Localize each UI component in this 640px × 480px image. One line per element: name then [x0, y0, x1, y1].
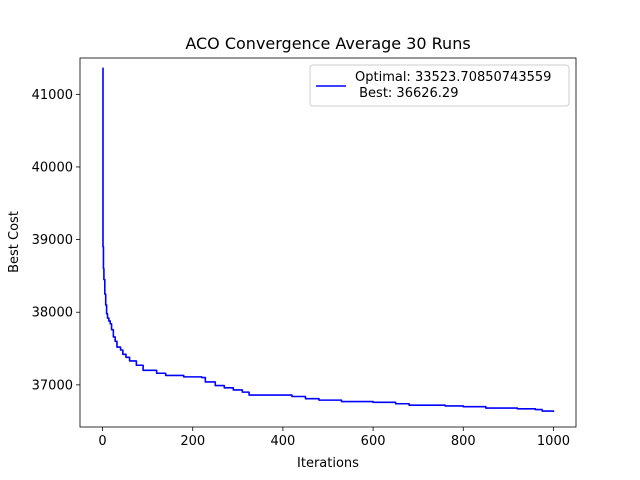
- plot-background: [80, 58, 576, 427]
- y-axis-ticks: 37000 38000 39000 40000 41000: [32, 88, 80, 393]
- plot-frame: [79, 57, 577, 428]
- legend-box: [309, 64, 570, 107]
- y-tick-label: 38000: [32, 306, 73, 321]
- x-tick-label: 800: [451, 434, 476, 449]
- x-axis-label: Iterations: [297, 456, 359, 471]
- y-tick-label: 37000: [32, 378, 73, 393]
- y-axis-label: Best Cost: [7, 211, 22, 273]
- x-tick-label: 1000: [537, 434, 570, 449]
- y-tick-label: 41000: [32, 88, 73, 103]
- x-axis-ticks: 0 200 400 600 800 1000: [98, 427, 570, 449]
- series-line: [102, 67, 555, 413]
- legend-label-best: Best: 36626.29: [355, 86, 458, 101]
- y-tick-label: 39000: [32, 233, 73, 248]
- legend: Optimal: 33523.70850743559 Best: 36626.2…: [309, 64, 570, 107]
- x-tick-label: 0: [98, 434, 106, 449]
- series-layer: [102, 67, 555, 413]
- x-tick-label: 400: [270, 434, 295, 449]
- legend-label-optimal: Optimal: 33523.70850743559: [355, 70, 551, 85]
- x-tick-label: 600: [361, 434, 386, 449]
- x-tick-label: 200: [180, 434, 205, 449]
- chart-title: ACO Convergence Average 30 Runs: [185, 34, 470, 53]
- y-tick-label: 40000: [32, 160, 73, 175]
